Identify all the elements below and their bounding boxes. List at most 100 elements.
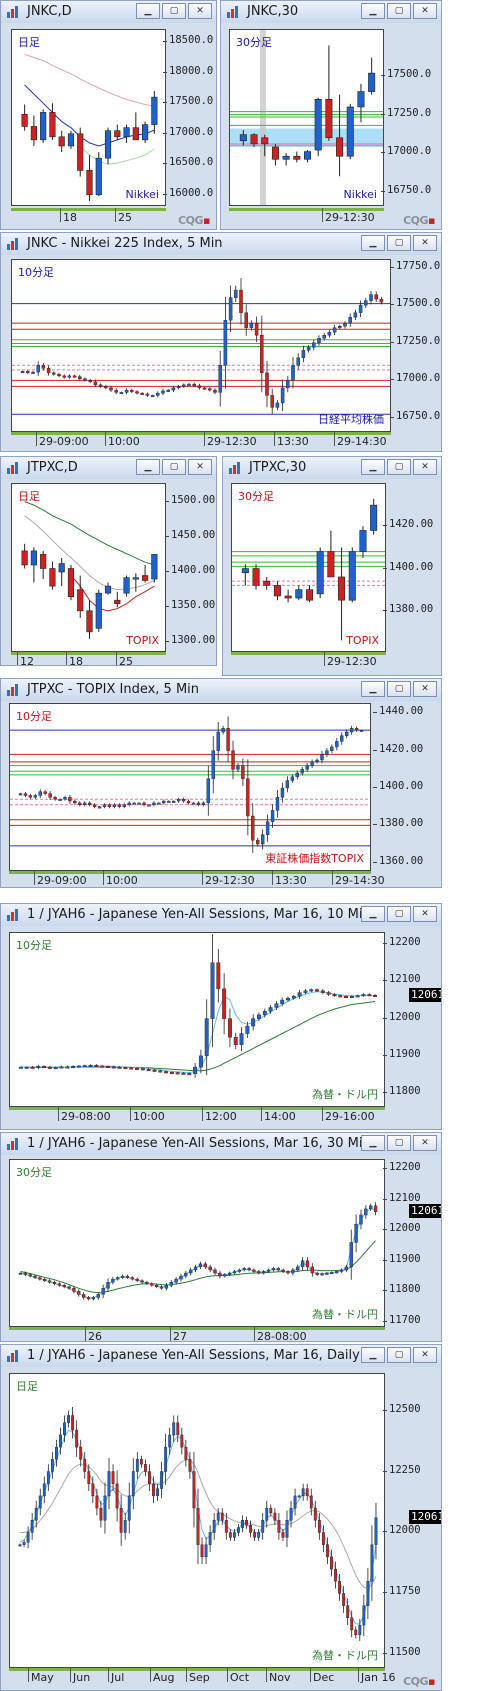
- close-button[interactable]: ✕: [413, 681, 437, 697]
- plot-area[interactable]: 30分足 Nikkei: [229, 29, 384, 206]
- plot-area[interactable]: 日足 Nikkei: [11, 29, 166, 206]
- candle: [24, 1066, 29, 1069]
- close-button[interactable]: ✕: [413, 235, 437, 251]
- candle: [99, 1507, 103, 1521]
- chart-svg: [230, 30, 383, 205]
- plot-area[interactable]: 30分足 TOPIX: [231, 483, 386, 652]
- x-tick-mark: [85, 1327, 86, 1341]
- close-button[interactable]: ✕: [413, 459, 437, 475]
- minimize-button[interactable]: ▁: [361, 681, 385, 697]
- minimize-button[interactable]: ▁: [361, 235, 385, 251]
- minimize-button[interactable]: ▁: [136, 3, 160, 19]
- chart-window[interactable]: JTPXC,30 ▁ ▢ ✕ 30分足 TOPIX 1420.00 1400.00 1380.0…: [222, 456, 442, 676]
- window-titlebar[interactable]: JNKC,D ▁ ▢ ✕: [1, 1, 216, 23]
- maximize-button[interactable]: ▢: [387, 235, 411, 251]
- y-tick-label: 1420.00: [379, 742, 424, 755]
- x-tick-mark: [324, 652, 325, 666]
- minimize-button[interactable]: ▁: [361, 3, 385, 19]
- maximize-button[interactable]: ▢: [387, 3, 411, 19]
- minimize-button[interactable]: ▁: [361, 1135, 385, 1151]
- candle: [23, 1272, 27, 1275]
- y-tick-mark: [390, 266, 394, 268]
- y-tick-mark: [383, 943, 387, 945]
- moving-average-line: [20, 991, 376, 1074]
- close-button[interactable]: ✕: [413, 906, 437, 922]
- candle: [166, 389, 170, 392]
- candle: [218, 365, 222, 393]
- candle: [366, 1581, 370, 1606]
- plot-area[interactable]: 日足 TOPIX: [11, 483, 166, 652]
- plot-area[interactable]: 10分足 東証株価指数TOPIX: [9, 703, 371, 871]
- plot-area[interactable]: 10分足 日経平均株価: [11, 259, 391, 432]
- y-tick-mark: [383, 1531, 387, 1533]
- chart-window[interactable]: 1 / JYAH6 - Japanese Yen-All Sessions, M…: [0, 1344, 442, 1691]
- window-title: JTPXC,D: [27, 460, 78, 475]
- maximize-button[interactable]: ▢: [387, 459, 411, 475]
- candle: [338, 995, 343, 998]
- maximize-button[interactable]: ▢: [387, 906, 411, 922]
- x-tick-label: 14:00: [264, 1110, 296, 1123]
- plot-area[interactable]: 日足 為替・ドル円: [9, 1373, 385, 1668]
- y-tick-mark: [383, 1409, 387, 1411]
- maximize-button[interactable]: ▢: [387, 681, 411, 697]
- chart-window[interactable]: JTPXC,D ▁ ▢ ✕ 日足 TOPIX 1500.00 1450.00 1400.00 13…: [0, 456, 217, 666]
- maximize-button[interactable]: ▢: [387, 1347, 411, 1363]
- candle: [30, 1520, 34, 1533]
- chart-window[interactable]: JNKC,D ▁ ▢ ✕ 日足 Nikkei 18500.0 18000.0 17500.0 17…: [0, 0, 217, 230]
- candle: [92, 804, 97, 807]
- candle: [291, 1269, 295, 1274]
- window-titlebar[interactable]: JNKC - Nikkei 225 Index, 5 Min ▁ ▢ ✕: [1, 233, 441, 255]
- x-axis-bar: [231, 652, 386, 655]
- minimize-button[interactable]: ▁: [361, 459, 385, 475]
- candle: [293, 1495, 297, 1509]
- candle: [220, 1512, 224, 1521]
- window-controls: ▁ ▢ ✕: [361, 1347, 437, 1363]
- candle: [281, 1532, 285, 1538]
- chart-window[interactable]: 1 / JYAH6 - Japanese Yen-All Sessions, M…: [0, 903, 442, 1130]
- minimize-button[interactable]: ▁: [361, 906, 385, 922]
- window-titlebar[interactable]: JNKC,30 ▁ ▢ ✕: [221, 1, 441, 23]
- candle: [135, 1278, 139, 1281]
- y-tick-label: 17500.0: [387, 68, 432, 81]
- close-button[interactable]: ✕: [413, 1347, 437, 1363]
- candle: [204, 1544, 208, 1558]
- candle: [168, 1434, 172, 1448]
- candle: [313, 1507, 317, 1521]
- maximize-button[interactable]: ▢: [162, 459, 186, 475]
- x-tick-label: 29-14:30: [335, 874, 385, 887]
- x-axis: 12 18 25: [11, 652, 166, 665]
- candle: [186, 800, 191, 804]
- maximize-button[interactable]: ▢: [387, 1135, 411, 1151]
- chart-window[interactable]: JNKC,30 ▁ ▢ ✕ 30分足 Nikkei 17500.0 17250.0 17000.…: [220, 0, 442, 230]
- candle: [349, 1242, 353, 1268]
- minimize-button[interactable]: ▁: [136, 459, 160, 475]
- y-tick-mark: [383, 1470, 387, 1472]
- close-button[interactable]: ✕: [188, 3, 212, 19]
- candle: [349, 996, 354, 998]
- window-controls: ▁ ▢ ✕: [136, 3, 212, 19]
- window-titlebar[interactable]: JTPXC,D ▁ ▢ ✕: [1, 457, 216, 479]
- close-button[interactable]: ✕: [413, 3, 437, 19]
- moving-average-line: [24, 53, 155, 107]
- candle: [164, 1446, 168, 1472]
- candle: [65, 1066, 70, 1069]
- plot-area[interactable]: 30分足 為替・ドル円: [9, 1159, 385, 1327]
- maximize-button[interactable]: ▢: [162, 3, 186, 19]
- y-tick-mark: [383, 1259, 387, 1261]
- plot-area[interactable]: 10分足 為替・ドル円: [9, 932, 385, 1107]
- close-button[interactable]: ✕: [413, 1135, 437, 1151]
- window-titlebar[interactable]: 1 / JYAH6 - Japanese Yen-All Sessions, M…: [1, 1345, 441, 1367]
- window-titlebar[interactable]: JTPXC - TOPIX Index, 5 Min ▁ ▢ ✕: [1, 679, 441, 701]
- chart-window[interactable]: 1 / JYAH6 - Japanese Yen-All Sessions, M…: [0, 1132, 442, 1342]
- minimize-button[interactable]: ▁: [361, 1347, 385, 1363]
- candle: [270, 810, 275, 822]
- window-titlebar[interactable]: 1 / JYAH6 - Japanese Yen-All Sessions, M…: [1, 1133, 441, 1155]
- window-titlebar[interactable]: 1 / JYAH6 - Japanese Yen-All Sessions, M…: [1, 904, 441, 926]
- candle: [309, 1495, 313, 1509]
- close-button[interactable]: ✕: [188, 459, 212, 475]
- y-tick-mark: [373, 749, 377, 751]
- chart-window[interactable]: JTPXC - TOPIX Index, 5 Min ▁ ▢ ✕ 10分足 東証株価指数T…: [0, 678, 442, 888]
- chart-window[interactable]: JNKC - Nikkei 225 Index, 5 Min ▁ ▢ ✕ 10分足 日経平…: [0, 232, 442, 452]
- y-tick-mark: [165, 535, 169, 537]
- window-titlebar[interactable]: JTPXC,30 ▁ ▢ ✕: [223, 457, 441, 479]
